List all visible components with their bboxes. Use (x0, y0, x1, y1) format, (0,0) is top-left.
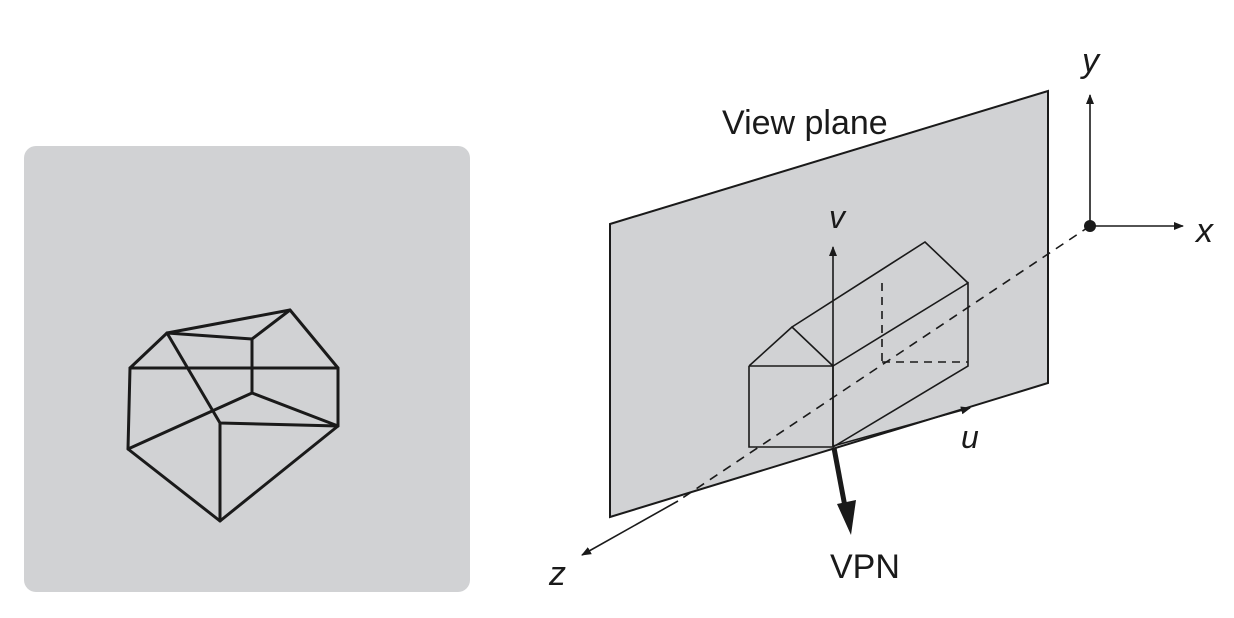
z-axis-dashed (677, 225, 1091, 502)
x-axis-label: x (1194, 212, 1214, 250)
y-axis-label: y (1080, 42, 1101, 80)
projected-house-wireframe (126, 308, 340, 523)
view-plane-scene: View plane y x z v u VPN (548, 42, 1214, 593)
house-wireframe (748, 240, 969, 448)
projected-view (24, 146, 470, 592)
u-axis (832, 406, 971, 447)
origin-dot (1084, 220, 1096, 232)
vpn-label: VPN (830, 548, 900, 586)
vpn-arrow (831, 447, 849, 513)
vpn-arrowhead (837, 500, 856, 535)
view-plane-label: View plane (722, 104, 888, 142)
z-axis (581, 500, 679, 556)
z-axis-label: z (548, 555, 566, 593)
v-axis-label: v (829, 199, 847, 235)
u-axis-label: u (961, 419, 979, 455)
